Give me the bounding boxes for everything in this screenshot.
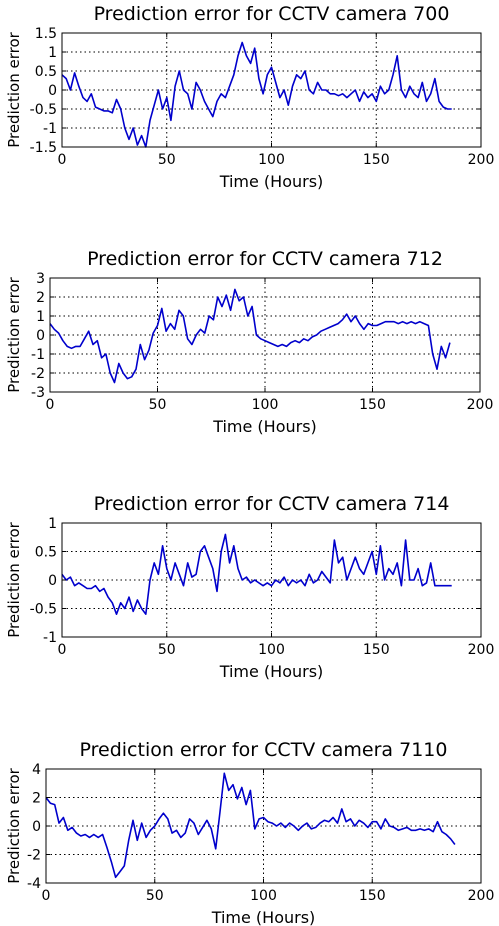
x-tick-label: 100 xyxy=(252,397,279,413)
x-tick-label: 150 xyxy=(363,642,390,658)
y-tick-label: 2 xyxy=(36,290,45,306)
x-tick-label: 50 xyxy=(158,152,176,168)
x-axis-label: Time (Hours) xyxy=(211,908,316,926)
x-tick-label: 0 xyxy=(58,152,67,168)
y-tick-label: 0.5 xyxy=(35,545,57,561)
y-axis-label: Prediction error xyxy=(5,31,23,147)
y-tick-label: 0 xyxy=(32,819,41,835)
y-tick-label: -4 xyxy=(27,876,41,892)
y-tick-label: 1 xyxy=(48,516,57,532)
y-tick-label: -1.5 xyxy=(30,140,57,156)
y-tick-label: -0.5 xyxy=(30,102,57,118)
x-axis-label: Time (Hours) xyxy=(219,662,324,681)
y-tick-label: 1 xyxy=(36,309,45,325)
y-tick-label: -1 xyxy=(43,121,57,137)
y-tick-label: 4 xyxy=(32,762,41,778)
x-tick-label: 100 xyxy=(258,642,285,658)
y-tick-label: 0 xyxy=(48,573,57,589)
x-tick-label: 50 xyxy=(146,888,164,904)
x-tick-label: 200 xyxy=(467,397,494,413)
series-line xyxy=(49,288,451,384)
y-tick-label: 2 xyxy=(32,791,41,807)
y-tick-label: 0 xyxy=(36,328,45,344)
y-tick-label: 0 xyxy=(48,83,57,99)
y-tick-label: 1.5 xyxy=(35,26,57,42)
y-tick-label: 0.5 xyxy=(35,64,57,80)
y-tick-label: -3 xyxy=(31,385,45,401)
y-tick-label: -2 xyxy=(31,366,45,382)
x-tick-label: 200 xyxy=(468,152,495,168)
x-tick-label: 0 xyxy=(58,642,67,658)
x-tick-label: 100 xyxy=(250,888,277,904)
plot-camera-7110: Prediction error for CCTV camera 7110 Pr… xyxy=(5,739,494,926)
x-axis-label: Time (Hours) xyxy=(219,172,324,191)
chart-title: Prediction error for CCTV camera 700 xyxy=(94,3,450,25)
series-line xyxy=(61,41,452,148)
series-line xyxy=(61,533,452,616)
y-axis-label: Prediction error xyxy=(5,276,23,392)
x-tick-label: 100 xyxy=(258,152,285,168)
plot-camera-700: Prediction error for CCTV camera 700 Pre… xyxy=(5,3,494,191)
x-axis-label: Time (Hours) xyxy=(212,417,317,436)
y-axis-label: Prediction error xyxy=(5,767,23,883)
x-tick-label: 150 xyxy=(363,152,390,168)
y-tick-label: -0.5 xyxy=(30,602,57,618)
x-tick-label: 200 xyxy=(468,642,495,658)
x-tick-label: 200 xyxy=(468,888,495,904)
plot-camera-714: Prediction error for CCTV camera 714 Pre… xyxy=(5,493,494,681)
y-tick-label: 3 xyxy=(36,271,45,287)
series-line xyxy=(45,772,456,879)
y-tick-label: 1 xyxy=(48,45,57,61)
x-tick-label: 0 xyxy=(46,397,55,413)
x-tick-label: 0 xyxy=(42,888,51,904)
x-tick-label: 50 xyxy=(158,642,176,658)
plot-camera-712: Prediction error for CCTV camera 712 Pre… xyxy=(5,248,493,436)
y-tick-label: -2 xyxy=(27,848,41,864)
y-tick-label: -1 xyxy=(31,347,45,363)
x-tick-label: 150 xyxy=(359,397,386,413)
chart-title: Prediction error for CCTV camera 712 xyxy=(87,248,443,270)
y-tick-label: -1 xyxy=(43,630,57,646)
x-tick-label: 150 xyxy=(359,888,386,904)
chart-title: Prediction error for CCTV camera 714 xyxy=(94,493,450,515)
y-axis-label: Prediction error xyxy=(5,521,23,637)
x-tick-label: 50 xyxy=(149,397,167,413)
chart-title: Prediction error for CCTV camera 7110 xyxy=(80,739,448,761)
